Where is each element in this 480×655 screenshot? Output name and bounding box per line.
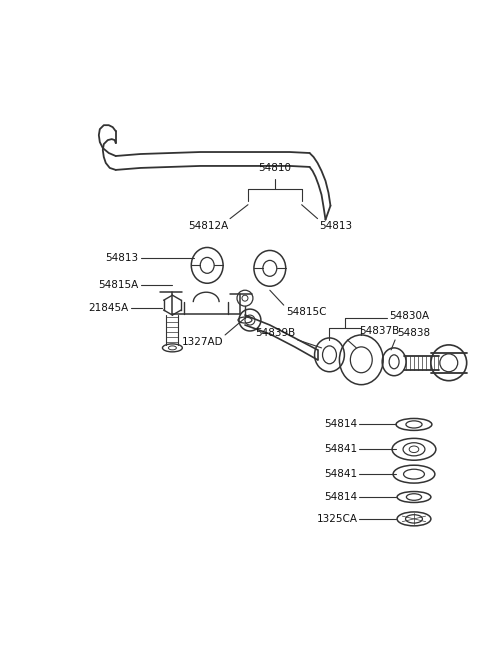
Text: 54839B: 54839B <box>255 328 296 338</box>
Text: 54837B: 54837B <box>360 326 399 336</box>
Text: 1327AD: 1327AD <box>181 337 223 347</box>
Text: 54815C: 54815C <box>286 307 326 317</box>
Text: 54838: 54838 <box>397 328 430 338</box>
Text: 54812A: 54812A <box>188 221 228 231</box>
Text: 54810: 54810 <box>258 163 291 173</box>
Text: 54841: 54841 <box>324 469 357 479</box>
Text: 54813: 54813 <box>106 253 139 263</box>
Text: 54813: 54813 <box>320 221 353 231</box>
Text: 54815A: 54815A <box>98 280 139 290</box>
Text: 54841: 54841 <box>324 444 357 455</box>
Text: 54830A: 54830A <box>389 311 429 321</box>
Text: 54814: 54814 <box>324 492 357 502</box>
Text: 1325CA: 1325CA <box>316 514 357 524</box>
Text: 21845A: 21845A <box>88 303 129 313</box>
Text: 54814: 54814 <box>324 419 357 430</box>
